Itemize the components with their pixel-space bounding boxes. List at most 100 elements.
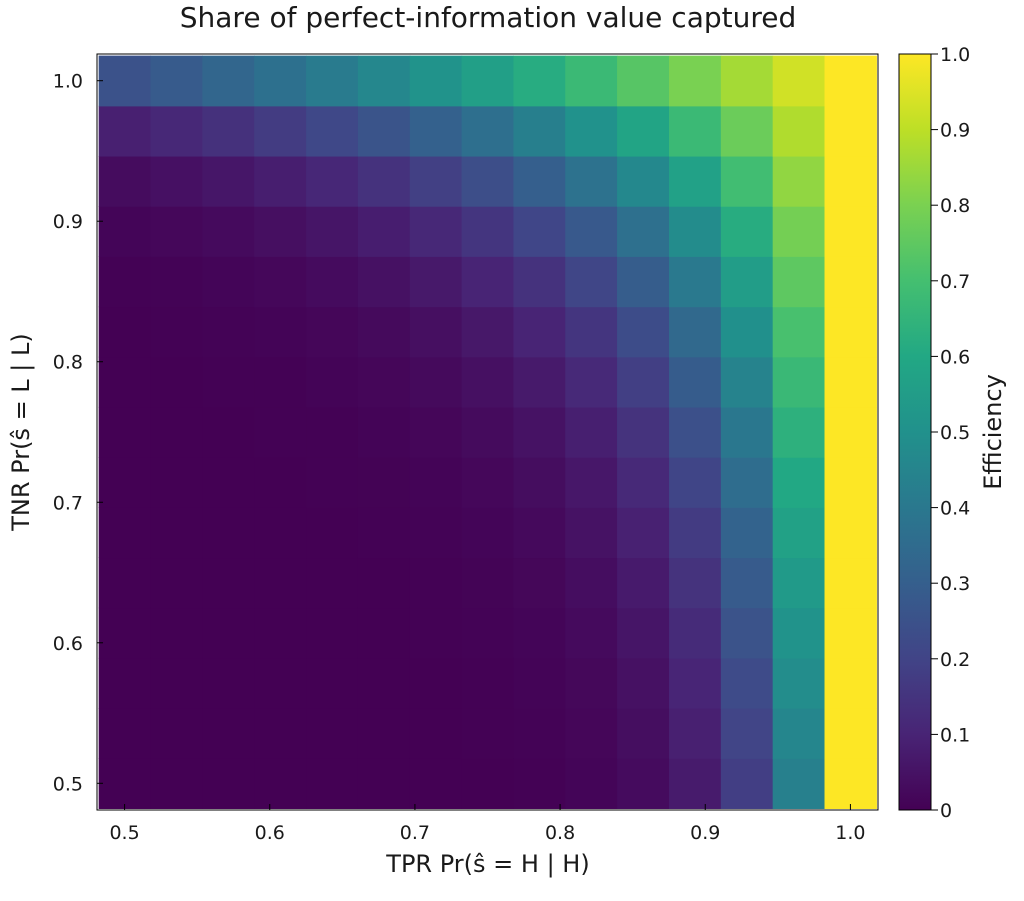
- heatmap-cells: [98, 55, 877, 809]
- heatmap-cell: [617, 155, 670, 207]
- heatmap-cell: [202, 406, 255, 458]
- heatmap-cell: [720, 206, 774, 257]
- heatmap-cell: [409, 457, 463, 508]
- heatmap-cell: [254, 657, 307, 709]
- heatmap-cell: [202, 607, 255, 659]
- heatmap-cell: [306, 657, 359, 709]
- heatmap-cell: [772, 256, 826, 308]
- heatmap-cell: [254, 607, 307, 659]
- heatmap-cell: [461, 206, 515, 257]
- heatmap-cell: [150, 406, 203, 458]
- heatmap-cell: [565, 607, 618, 659]
- heatmap-cell: [150, 256, 203, 308]
- heatmap-cell: [565, 105, 618, 157]
- x-tick-label: 0.7: [400, 822, 430, 844]
- heatmap-cell: [254, 55, 307, 107]
- heatmap-cell: [150, 55, 203, 107]
- heatmap-cell: [617, 557, 670, 609]
- heatmap-cell: [306, 457, 359, 508]
- heatmap-cell: [98, 758, 152, 809]
- colorbar-tick-label: 0.3: [940, 573, 970, 595]
- heatmap-cell: [254, 406, 307, 458]
- heatmap-cell: [409, 356, 463, 408]
- heatmap-cell: [617, 206, 670, 257]
- heatmap-cell: [98, 406, 152, 458]
- heatmap-cell: [669, 256, 722, 308]
- y-tick-label: 0.7: [53, 492, 83, 514]
- heatmap-cell: [772, 657, 826, 709]
- heatmap-cell: [357, 758, 411, 809]
- heatmap-cell: [409, 105, 463, 157]
- heatmap-cell: [202, 256, 255, 308]
- chart-title: Share of perfect-information value captu…: [180, 1, 797, 34]
- heatmap-cell: [306, 708, 359, 759]
- heatmap-cell: [461, 607, 515, 659]
- heatmap-cell: [720, 507, 774, 559]
- x-tick-label: 1.0: [835, 822, 865, 844]
- heatmap-cell: [513, 557, 566, 609]
- heatmap-cell: [513, 758, 566, 809]
- colorbar-tick-label: 0.7: [940, 271, 970, 293]
- heatmap-cell: [772, 758, 826, 809]
- heatmap-cell: [617, 105, 670, 157]
- heatmap-cell: [617, 356, 670, 408]
- x-tick-label: 0.9: [690, 822, 720, 844]
- heatmap-cell: [202, 758, 255, 809]
- heatmap-cell: [565, 306, 618, 358]
- heatmap-cell: [565, 507, 618, 559]
- heatmap-cell: [824, 105, 877, 157]
- plot-frame: [96, 53, 879, 811]
- heatmap-cell: [669, 657, 722, 709]
- heatmap-cell: [669, 155, 722, 207]
- heatmap-cell: [357, 356, 411, 408]
- heatmap-cell: [202, 105, 255, 157]
- heatmap-cell: [306, 356, 359, 408]
- heatmap-cell: [306, 306, 359, 358]
- colorbar-tick-label: 0.4: [940, 498, 970, 520]
- heatmap-cell: [824, 356, 877, 408]
- heatmap-cell: [98, 206, 152, 257]
- heatmap-cell: [565, 256, 618, 308]
- heatmap-cell: [772, 607, 826, 659]
- heatmap-cell: [513, 206, 566, 257]
- heatmap-cell: [306, 607, 359, 659]
- heatmap-cell: [409, 507, 463, 559]
- heatmap-cell: [824, 256, 877, 308]
- heatmap-cell: [461, 356, 515, 408]
- heatmap-cell: [513, 256, 566, 308]
- colorbar-tick-label: 0.9: [940, 120, 970, 142]
- heatmap-cell: [357, 708, 411, 759]
- y-tick-label: 0.6: [53, 633, 83, 655]
- heatmap-cell: [98, 457, 152, 508]
- heatmap-cell: [513, 406, 566, 458]
- heatmap-cell: [513, 607, 566, 659]
- y-axis-label: TNR Pr(ŝ = L | L): [7, 333, 35, 532]
- heatmap-cell: [461, 657, 515, 709]
- heatmap-cell: [461, 557, 515, 609]
- heatmap-cell: [617, 758, 670, 809]
- heatmap-cell: [720, 758, 774, 809]
- heatmap-cell: [513, 155, 566, 207]
- colorbar-tick-label: 0.8: [940, 195, 970, 217]
- heatmap-cell: [565, 758, 618, 809]
- heatmap-cell: [202, 657, 255, 709]
- heatmap-cell: [98, 708, 152, 759]
- colorbar: [898, 53, 932, 811]
- heatmap-cell: [513, 306, 566, 358]
- heatmap-cell: [513, 708, 566, 759]
- heatmap-cell: [772, 105, 826, 157]
- heatmap-cell: [669, 557, 722, 609]
- heatmap-cell: [357, 657, 411, 709]
- heatmap-cell: [772, 356, 826, 408]
- heatmap-cell: [306, 155, 359, 207]
- heatmap-cell: [617, 256, 670, 308]
- heatmap-cell: [720, 406, 774, 458]
- heatmap-cell: [513, 657, 566, 709]
- colorbar-tick-label: 0.5: [940, 422, 970, 444]
- heatmap-cell: [565, 657, 618, 709]
- heatmap-cell: [357, 306, 411, 358]
- heatmap-cell: [254, 356, 307, 408]
- heatmap-cell: [461, 155, 515, 207]
- heatmap-cell: [617, 406, 670, 458]
- heatmap-cell: [720, 457, 774, 508]
